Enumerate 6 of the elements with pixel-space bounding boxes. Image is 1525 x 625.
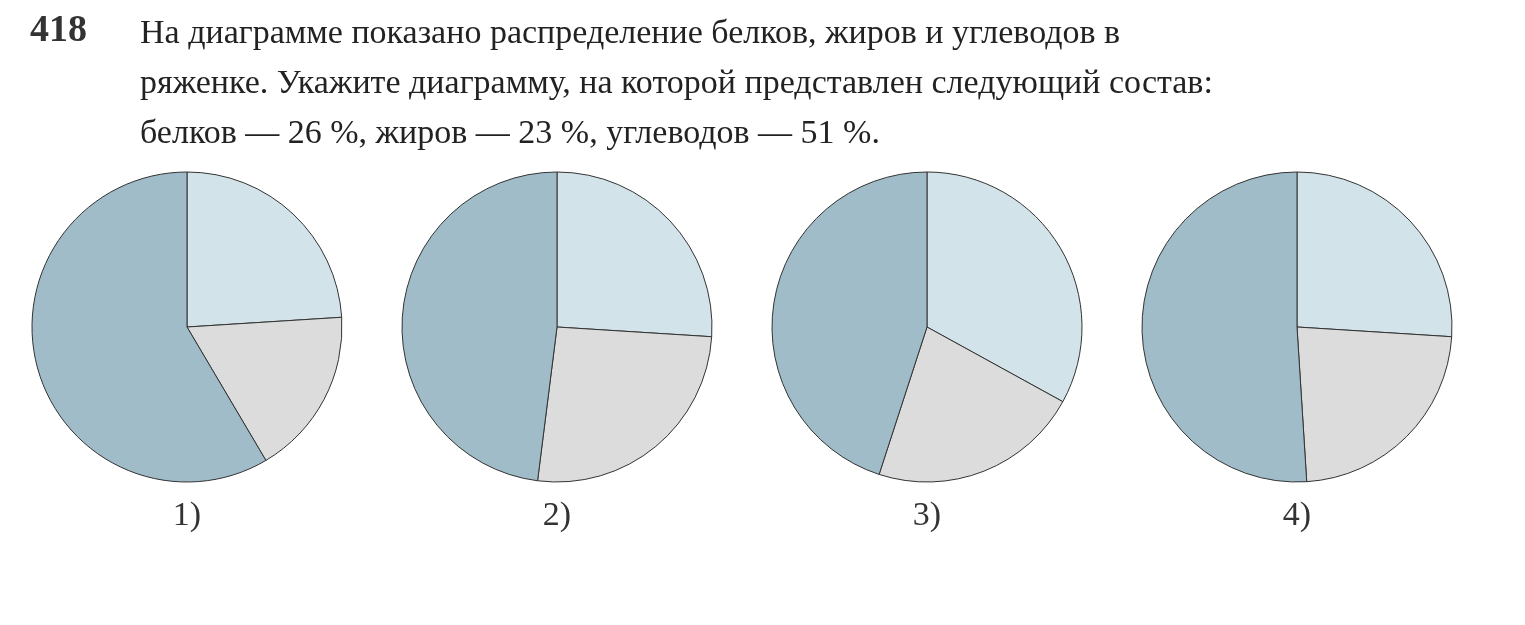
text: На диаграмме показано распределение белков, жиров и углеводов в ряженке. Укажите диаграмму, на которой представлен следующий состав: белков — 26 %, жиров — 23 %, углеводов — 51 %. xyxy=(140,13,1213,150)
text: 1) xyxy=(172,495,202,533)
text: 418 xyxy=(30,7,87,49)
text: 4) xyxy=(1282,495,1312,533)
text: 3) xyxy=(912,495,942,533)
text: 2) xyxy=(542,495,572,533)
